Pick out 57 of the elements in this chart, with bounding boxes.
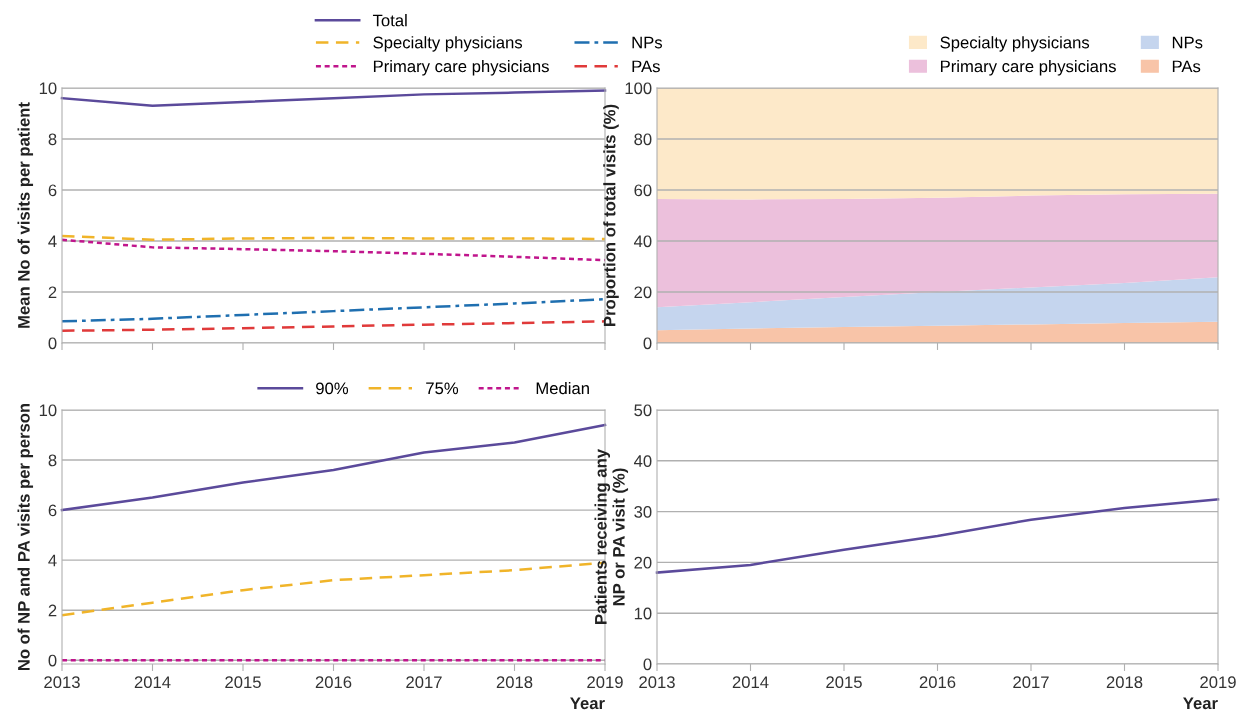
y-tick-label: 2 bbox=[48, 604, 57, 617]
y-tick-label: 0 bbox=[643, 658, 652, 671]
y-tick-label: 0 bbox=[48, 654, 57, 667]
y-tick-label: 8 bbox=[48, 133, 57, 146]
x-tick-label: 2019 bbox=[587, 676, 623, 689]
y-tick-label: 10 bbox=[39, 82, 57, 95]
y-tick-label: 6 bbox=[48, 504, 57, 517]
x-tick-label: 2013 bbox=[44, 676, 80, 689]
y-tick-label: 100 bbox=[625, 82, 652, 95]
legend-label: Primary care physicians bbox=[373, 60, 549, 76]
line-series bbox=[655, 498, 1220, 574]
x-tick-label: 2019 bbox=[1200, 676, 1236, 689]
y-tick-label: 0 bbox=[48, 337, 57, 350]
x-tick-label: 2017 bbox=[406, 676, 442, 689]
y-tick-label: 0 bbox=[643, 337, 652, 350]
x-tick-label: 2013 bbox=[639, 676, 675, 689]
y-tick-label: 6 bbox=[48, 184, 57, 197]
y-axis-title: Mean No of visits per patient bbox=[17, 102, 34, 328]
y-tick-label: 50 bbox=[634, 404, 652, 417]
legend-label: PAs bbox=[632, 60, 660, 73]
y-tick-label: 40 bbox=[633, 235, 652, 248]
legend-label: 75% bbox=[426, 382, 459, 395]
y-tick-label: 20 bbox=[634, 286, 652, 299]
x-tick-label: 2014 bbox=[732, 676, 769, 689]
x-tick-label: 2018 bbox=[1106, 676, 1143, 689]
y-axis-title: Patients receiving any NP or PA visit (%) bbox=[594, 449, 629, 624]
x-tick-label: 2015 bbox=[225, 676, 261, 689]
y-tick-label: 10 bbox=[634, 607, 652, 620]
x-axis-title: Year bbox=[570, 697, 605, 710]
x-axis-title: Year bbox=[1183, 697, 1218, 710]
y-tick-label: 10 bbox=[39, 404, 57, 417]
legend-label: Primary care physicians bbox=[940, 60, 1116, 76]
y-tick-label: 40 bbox=[633, 455, 652, 467]
y-tick-label: 30 bbox=[634, 506, 652, 518]
y-tick-label: 4 bbox=[48, 235, 57, 248]
y-axis-title: No of NP and PA visits per person bbox=[17, 403, 34, 671]
legend-label: NPs bbox=[1172, 36, 1203, 49]
y-tick-label: 4 bbox=[48, 554, 57, 567]
legend-label: PAs bbox=[1172, 60, 1201, 73]
y-tick-label: 20 bbox=[634, 556, 652, 569]
y-tick-label: 8 bbox=[48, 454, 57, 467]
x-tick-label: 2015 bbox=[826, 676, 862, 689]
legend-label: Median bbox=[536, 382, 589, 395]
y-tick-label: 2 bbox=[48, 286, 57, 299]
legend-label: NPs bbox=[632, 36, 663, 49]
legend-label: Specialty physicians bbox=[373, 36, 523, 52]
x-tick-label: 2017 bbox=[1013, 676, 1049, 689]
x-tick-label: 2018 bbox=[496, 676, 533, 689]
x-tick-label: 2016 bbox=[919, 676, 956, 689]
x-tick-label: 2016 bbox=[315, 676, 352, 689]
y-tick-label: 80 bbox=[634, 133, 652, 146]
legend-label: Total bbox=[372, 14, 407, 27]
x-tick-label: 2014 bbox=[134, 676, 171, 689]
y-tick-label: 60 bbox=[634, 184, 652, 197]
legend-label: 90% bbox=[316, 382, 349, 395]
y-axis-title: Proportion of total visits (%) bbox=[603, 104, 619, 326]
legend-label: Specialty physicians bbox=[940, 36, 1090, 52]
